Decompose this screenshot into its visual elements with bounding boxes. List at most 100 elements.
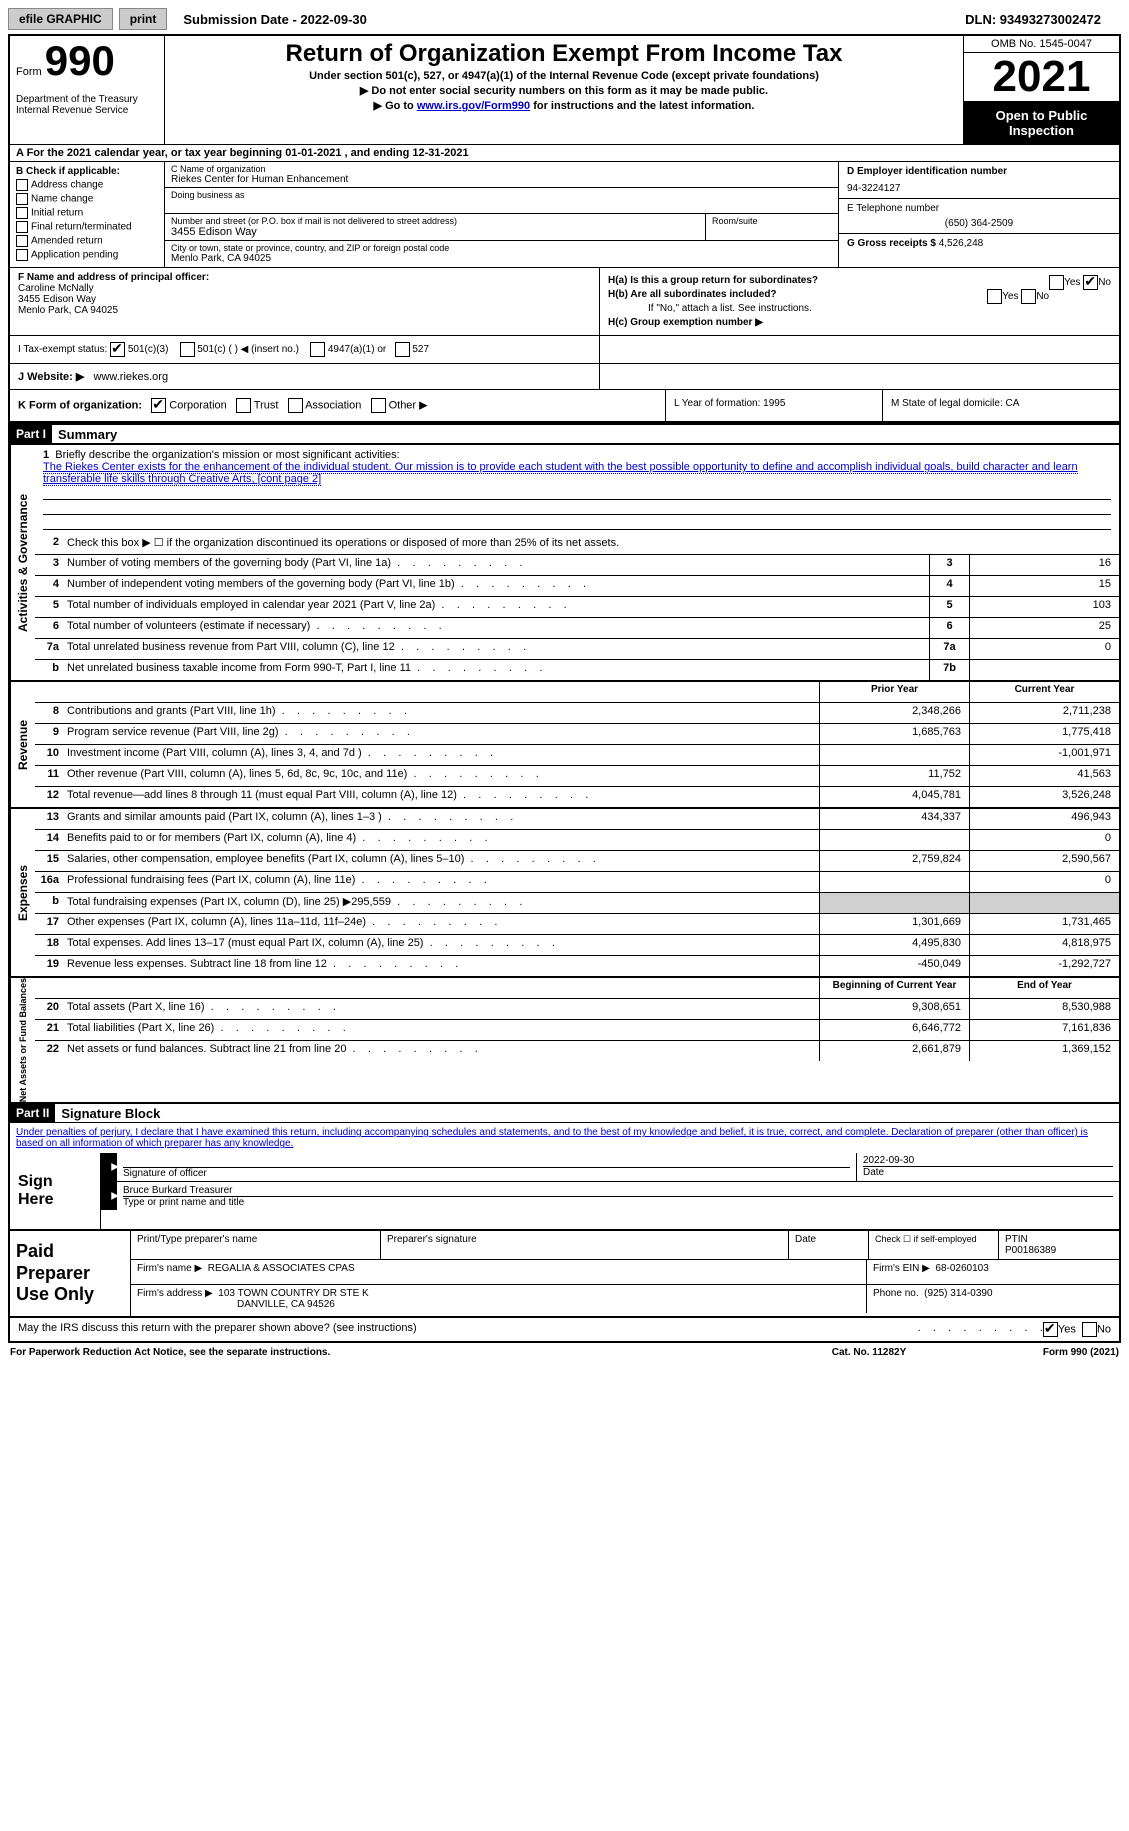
sig-date: 2022-09-30 [863, 1155, 1113, 1167]
part-1-header: Part I Summary [8, 423, 1121, 444]
form-label: Form [16, 66, 42, 78]
department: Department of the Treasury Internal Reve… [16, 94, 158, 116]
check-name[interactable]: Name change [16, 193, 158, 205]
check-final[interactable]: Final return/terminated [16, 221, 158, 233]
check-pending[interactable]: Application pending [16, 249, 158, 261]
i-label: I Tax-exempt status: [18, 344, 107, 355]
check-assoc[interactable] [288, 398, 303, 413]
data-row: 19 Revenue less expenses. Subtract line … [35, 956, 1119, 976]
check-trust[interactable] [236, 398, 251, 413]
officer-addr2: Menlo Park, CA 94025 [18, 305, 591, 316]
gross-receipts: 4,526,248 [939, 238, 984, 249]
data-row: 15 Salaries, other compensation, employe… [35, 851, 1119, 872]
section-b: B Check if applicable: Address change Na… [8, 162, 1121, 268]
firm-addr1: 103 TOWN COUNTRY DR STE K [218, 1288, 368, 1299]
f-label: F Name and address of principal officer: [18, 272, 591, 283]
website-row: J Website: ▶ www.riekes.org [8, 364, 1121, 390]
check-501c[interactable] [180, 342, 195, 357]
line-2: 2 Check this box ▶ ☐ if the organization… [35, 534, 1119, 555]
discuss-yes[interactable] [1043, 1322, 1058, 1337]
org-name: Riekes Center for Human Enhancement [171, 174, 832, 185]
vert-expenses: Expenses [10, 809, 35, 976]
open-to-public: Open to Public Inspection [964, 102, 1119, 144]
b-label: B Check if applicable: [16, 166, 158, 177]
expenses-section: Expenses 13 Grants and similar amounts p… [8, 809, 1121, 978]
net-assets-section: Net Assets or Fund Balances Beginning of… [8, 978, 1121, 1104]
summary-row: 3 Number of voting members of the govern… [35, 555, 1119, 576]
data-row: 8 Contributions and grants (Part VIII, l… [35, 703, 1119, 724]
g-label: G Gross receipts $ [847, 238, 936, 249]
check-other[interactable] [371, 398, 386, 413]
form-header: Form 990 Department of the Treasury Inte… [8, 34, 1121, 144]
officer-print-name: Bruce Burkard Treasurer [123, 1185, 1113, 1197]
city-label: City or town, state or province, country… [171, 243, 832, 253]
data-row: 17 Other expenses (Part IX, column (A), … [35, 914, 1119, 935]
sign-here-label: Sign Here [10, 1153, 100, 1229]
tax-year: 2021 [964, 53, 1119, 102]
part-2-title: Signature Block [55, 1106, 160, 1121]
c-label: C Name of organization [171, 164, 832, 174]
check-address[interactable]: Address change [16, 179, 158, 191]
discuss-no[interactable] [1082, 1322, 1097, 1337]
data-row: 16a Professional fundraising fees (Part … [35, 872, 1119, 893]
data-row: 12 Total revenue—add lines 8 through 11 … [35, 787, 1119, 807]
summary-row: 4 Number of independent voting members o… [35, 576, 1119, 597]
footer-left: For Paperwork Reduction Act Notice, see … [10, 1347, 769, 1358]
sub3-pre: ▶ Go to [374, 100, 417, 112]
tax-status-row: I Tax-exempt status: 501(c)(3) 501(c) ( … [8, 336, 1121, 364]
ha-line: H(a) Is this a group return for subordin… [608, 275, 1111, 286]
check-501c3[interactable] [110, 342, 125, 357]
form-title: Return of Organization Exempt From Incom… [175, 40, 953, 68]
footer-right: Form 990 (2021) [969, 1347, 1119, 1358]
row-a-period: A For the 2021 calendar year, or tax yea… [8, 144, 1121, 162]
subtitle-2: ▶ Do not enter social security numbers o… [175, 84, 953, 97]
efile-label: efile GRAPHIC [8, 8, 113, 30]
mission-text[interactable]: The Riekes Center exists for the enhance… [43, 461, 1078, 486]
hb-note: If "No," attach a list. See instructions… [608, 303, 1111, 314]
firm-name-label: Firm's name ▶ [137, 1263, 202, 1274]
dln: DLN: 93493273002472 [965, 12, 1121, 27]
paid-label: Paid Preparer Use Only [10, 1231, 130, 1316]
footer-mid: Cat. No. 11282Y [769, 1347, 969, 1358]
print-button[interactable]: print [119, 8, 168, 30]
arrow-icon [101, 1182, 117, 1210]
data-row: 10 Investment income (Part VIII, column … [35, 745, 1119, 766]
irs-link[interactable]: www.irs.gov/Form990 [417, 100, 530, 112]
d-label: D Employer identification number [847, 166, 1111, 177]
data-row: 9 Program service revenue (Part VIII, li… [35, 724, 1119, 745]
data-row: 11 Other revenue (Part VIII, column (A),… [35, 766, 1119, 787]
check-initial[interactable]: Initial return [16, 207, 158, 219]
form-number: 990 [45, 37, 115, 84]
data-row: 14 Benefits paid to or for members (Part… [35, 830, 1119, 851]
phone: (650) 364-2509 [847, 214, 1111, 229]
l-year: L Year of formation: 1995 [666, 390, 883, 421]
sig-date-label: Date [863, 1167, 1113, 1178]
officer-name: Caroline McNally [18, 283, 591, 294]
check-corp[interactable] [151, 398, 166, 413]
website-value: www.riekes.org [94, 371, 169, 383]
officer-addr1: 3455 Edison Way [18, 294, 591, 305]
officer-print-label: Type or print name and title [123, 1197, 1113, 1208]
summary-row: 7a Total unrelated business revenue from… [35, 639, 1119, 660]
sub3-post: for instructions and the latest informat… [530, 100, 754, 112]
data-row: 13 Grants and similar amounts paid (Part… [35, 809, 1119, 830]
submission-date: Submission Date - 2022-09-30 [173, 12, 367, 27]
addr-label: Number and street (or P.O. box if mail i… [171, 216, 699, 226]
mission-block: 1 Briefly describe the organization's mi… [35, 445, 1119, 534]
check-4947[interactable] [310, 342, 325, 357]
paid-preparer-section: Paid Preparer Use Only Print/Type prepar… [8, 1231, 1121, 1318]
m-state: M State of legal domicile: CA [883, 390, 1119, 421]
check-527[interactable] [395, 342, 410, 357]
firm-addr-label: Firm's address ▶ [137, 1288, 213, 1299]
summary-row: b Net unrelated business taxable income … [35, 660, 1119, 680]
vert-net: Net Assets or Fund Balances [10, 978, 35, 1102]
section-f: F Name and address of principal officer:… [8, 268, 1121, 336]
part-1-label: Part I [10, 425, 52, 443]
check-amended[interactable]: Amended return [16, 235, 158, 247]
data-row: b Total fundraising expenses (Part IX, c… [35, 893, 1119, 914]
prep-name-label: Print/Type preparer's name [131, 1231, 381, 1259]
vert-activities: Activities & Governance [10, 445, 35, 680]
firm-name: REGALIA & ASSOCIATES CPAS [208, 1263, 355, 1274]
discuss-row: May the IRS discuss this return with the… [8, 1318, 1121, 1343]
subtitle-1: Under section 501(c), 527, or 4947(a)(1)… [175, 70, 953, 82]
